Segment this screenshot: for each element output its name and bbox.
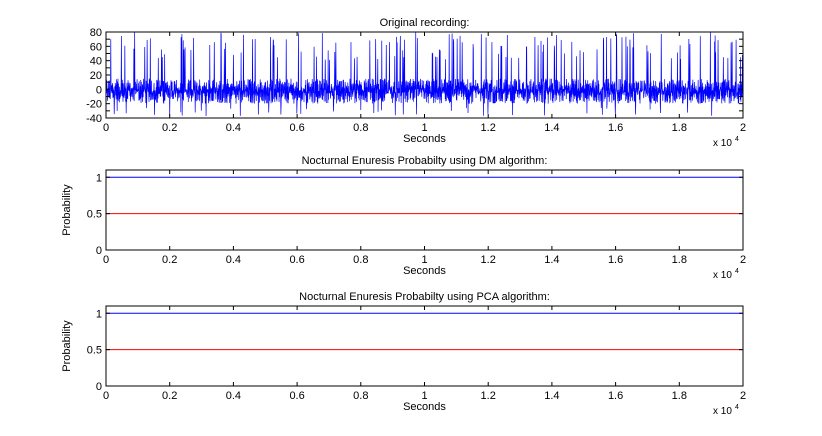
x-tick-label: 0 <box>103 122 109 134</box>
x-tick-label: 0.8 <box>353 254 368 266</box>
x-tick-label: 1.8 <box>672 122 687 134</box>
x-tick-label: 0.6 <box>289 122 304 134</box>
y-tick-label: -20 <box>86 99 102 111</box>
x-tick-label: 0.4 <box>226 390 241 402</box>
y-tick-label: 0 <box>96 84 102 96</box>
y-tick-label: 0 <box>96 381 102 393</box>
x-tick-label: 1 <box>421 390 427 402</box>
chart-panel-2: Nocturnal Enuresis Probabilty using DM a… <box>61 155 746 281</box>
axes-box <box>105 305 744 387</box>
x-tick-label: 1.2 <box>481 254 496 266</box>
y-tick-label: 1 <box>96 172 102 184</box>
y-tick-label: 80 <box>90 27 102 39</box>
y-axis-label: Probability <box>61 184 73 236</box>
signal-trace <box>106 32 743 117</box>
x-multiplier-exponent: 4 <box>735 136 739 143</box>
y-tick-label: 40 <box>90 56 102 68</box>
x-tick-label: 0.2 <box>162 390 177 402</box>
x-tick-label: 1.6 <box>608 254 623 266</box>
chart-panel-3: Nocturnal Enuresis Probabilty using PCA … <box>61 291 746 417</box>
y-tick-label: 0.5 <box>87 345 102 357</box>
x-tick-label: 1.6 <box>608 390 623 402</box>
plot-area <box>106 176 743 215</box>
x-multiplier-label: x 10 <box>713 406 732 417</box>
plot-area <box>106 32 743 117</box>
y-tick-label: 60 <box>90 41 102 53</box>
x-tick-label: 1.4 <box>544 254 559 266</box>
x-tick-label: 0 <box>103 254 109 266</box>
plot-area <box>106 312 743 351</box>
chart-panel-1: Original recording: 0 0.2 0.4 0.6 0.8 1 1.2 1.4 1… <box>86 17 746 149</box>
x-tick-label: 1.6 <box>608 122 623 134</box>
x-multiplier-exponent: 4 <box>735 404 739 411</box>
x-multiplier-label: x 10 <box>713 270 732 281</box>
x-tick-label: 1.4 <box>544 390 559 402</box>
x-tick-label: 0.6 <box>289 390 304 402</box>
x-tick-label: 1 <box>421 122 427 134</box>
y-tick-label: 1 <box>96 308 102 320</box>
x-tick-label: 1 <box>421 254 427 266</box>
x-tick-label: 0.8 <box>353 122 368 134</box>
x-multiplier-label: x 10 <box>713 138 732 149</box>
x-axis-label: Seconds <box>403 265 446 277</box>
x-tick-label: 0.4 <box>226 122 241 134</box>
x-tick-label: 1.2 <box>481 122 496 134</box>
x-tick-label: 2 <box>740 390 746 402</box>
y-tick-label: 0 <box>96 245 102 257</box>
x-tick-label: 1.4 <box>544 122 559 134</box>
y-axis-label: Probability <box>61 320 73 372</box>
x-tick-label: 1.8 <box>672 254 687 266</box>
y-tick-label: -40 <box>86 113 102 125</box>
x-tick-label: 0.4 <box>226 254 241 266</box>
x-tick-label: 1.8 <box>672 390 687 402</box>
x-axis-label: Seconds <box>403 133 446 145</box>
x-multiplier-exponent: 4 <box>735 268 739 275</box>
x-tick-label: 0.6 <box>289 254 304 266</box>
chart-title: Nocturnal Enuresis Probabilty using PCA … <box>299 291 550 303</box>
x-tick-label: 0.2 <box>162 254 177 266</box>
x-tick-label: 2 <box>740 254 746 266</box>
x-tick-label: 2 <box>740 122 746 134</box>
x-tick-label: 0.8 <box>353 390 368 402</box>
x-axis-label: Seconds <box>403 401 446 413</box>
x-tick-label: 0 <box>103 390 109 402</box>
chart-title: Nocturnal Enuresis Probabilty using DM a… <box>302 155 548 167</box>
x-tick-label: 0.2 <box>162 122 177 134</box>
x-tick-label: 1.2 <box>481 390 496 402</box>
chart-title: Original recording: <box>380 17 470 29</box>
y-tick-label: 20 <box>90 70 102 82</box>
axes-box <box>105 169 744 251</box>
y-tick-label: 0.5 <box>87 209 102 221</box>
